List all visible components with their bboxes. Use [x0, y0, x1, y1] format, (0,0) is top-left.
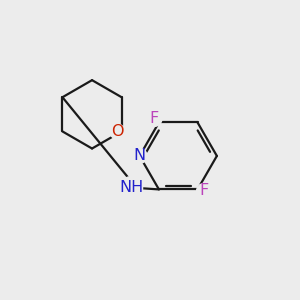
Text: N: N — [134, 148, 146, 164]
Circle shape — [132, 148, 147, 164]
Text: F: F — [200, 183, 209, 198]
Text: NH: NH — [119, 180, 143, 195]
Circle shape — [110, 124, 124, 139]
Text: F: F — [150, 111, 159, 126]
Circle shape — [197, 184, 212, 198]
Text: O: O — [111, 124, 123, 139]
Circle shape — [147, 112, 162, 126]
Circle shape — [120, 177, 142, 199]
